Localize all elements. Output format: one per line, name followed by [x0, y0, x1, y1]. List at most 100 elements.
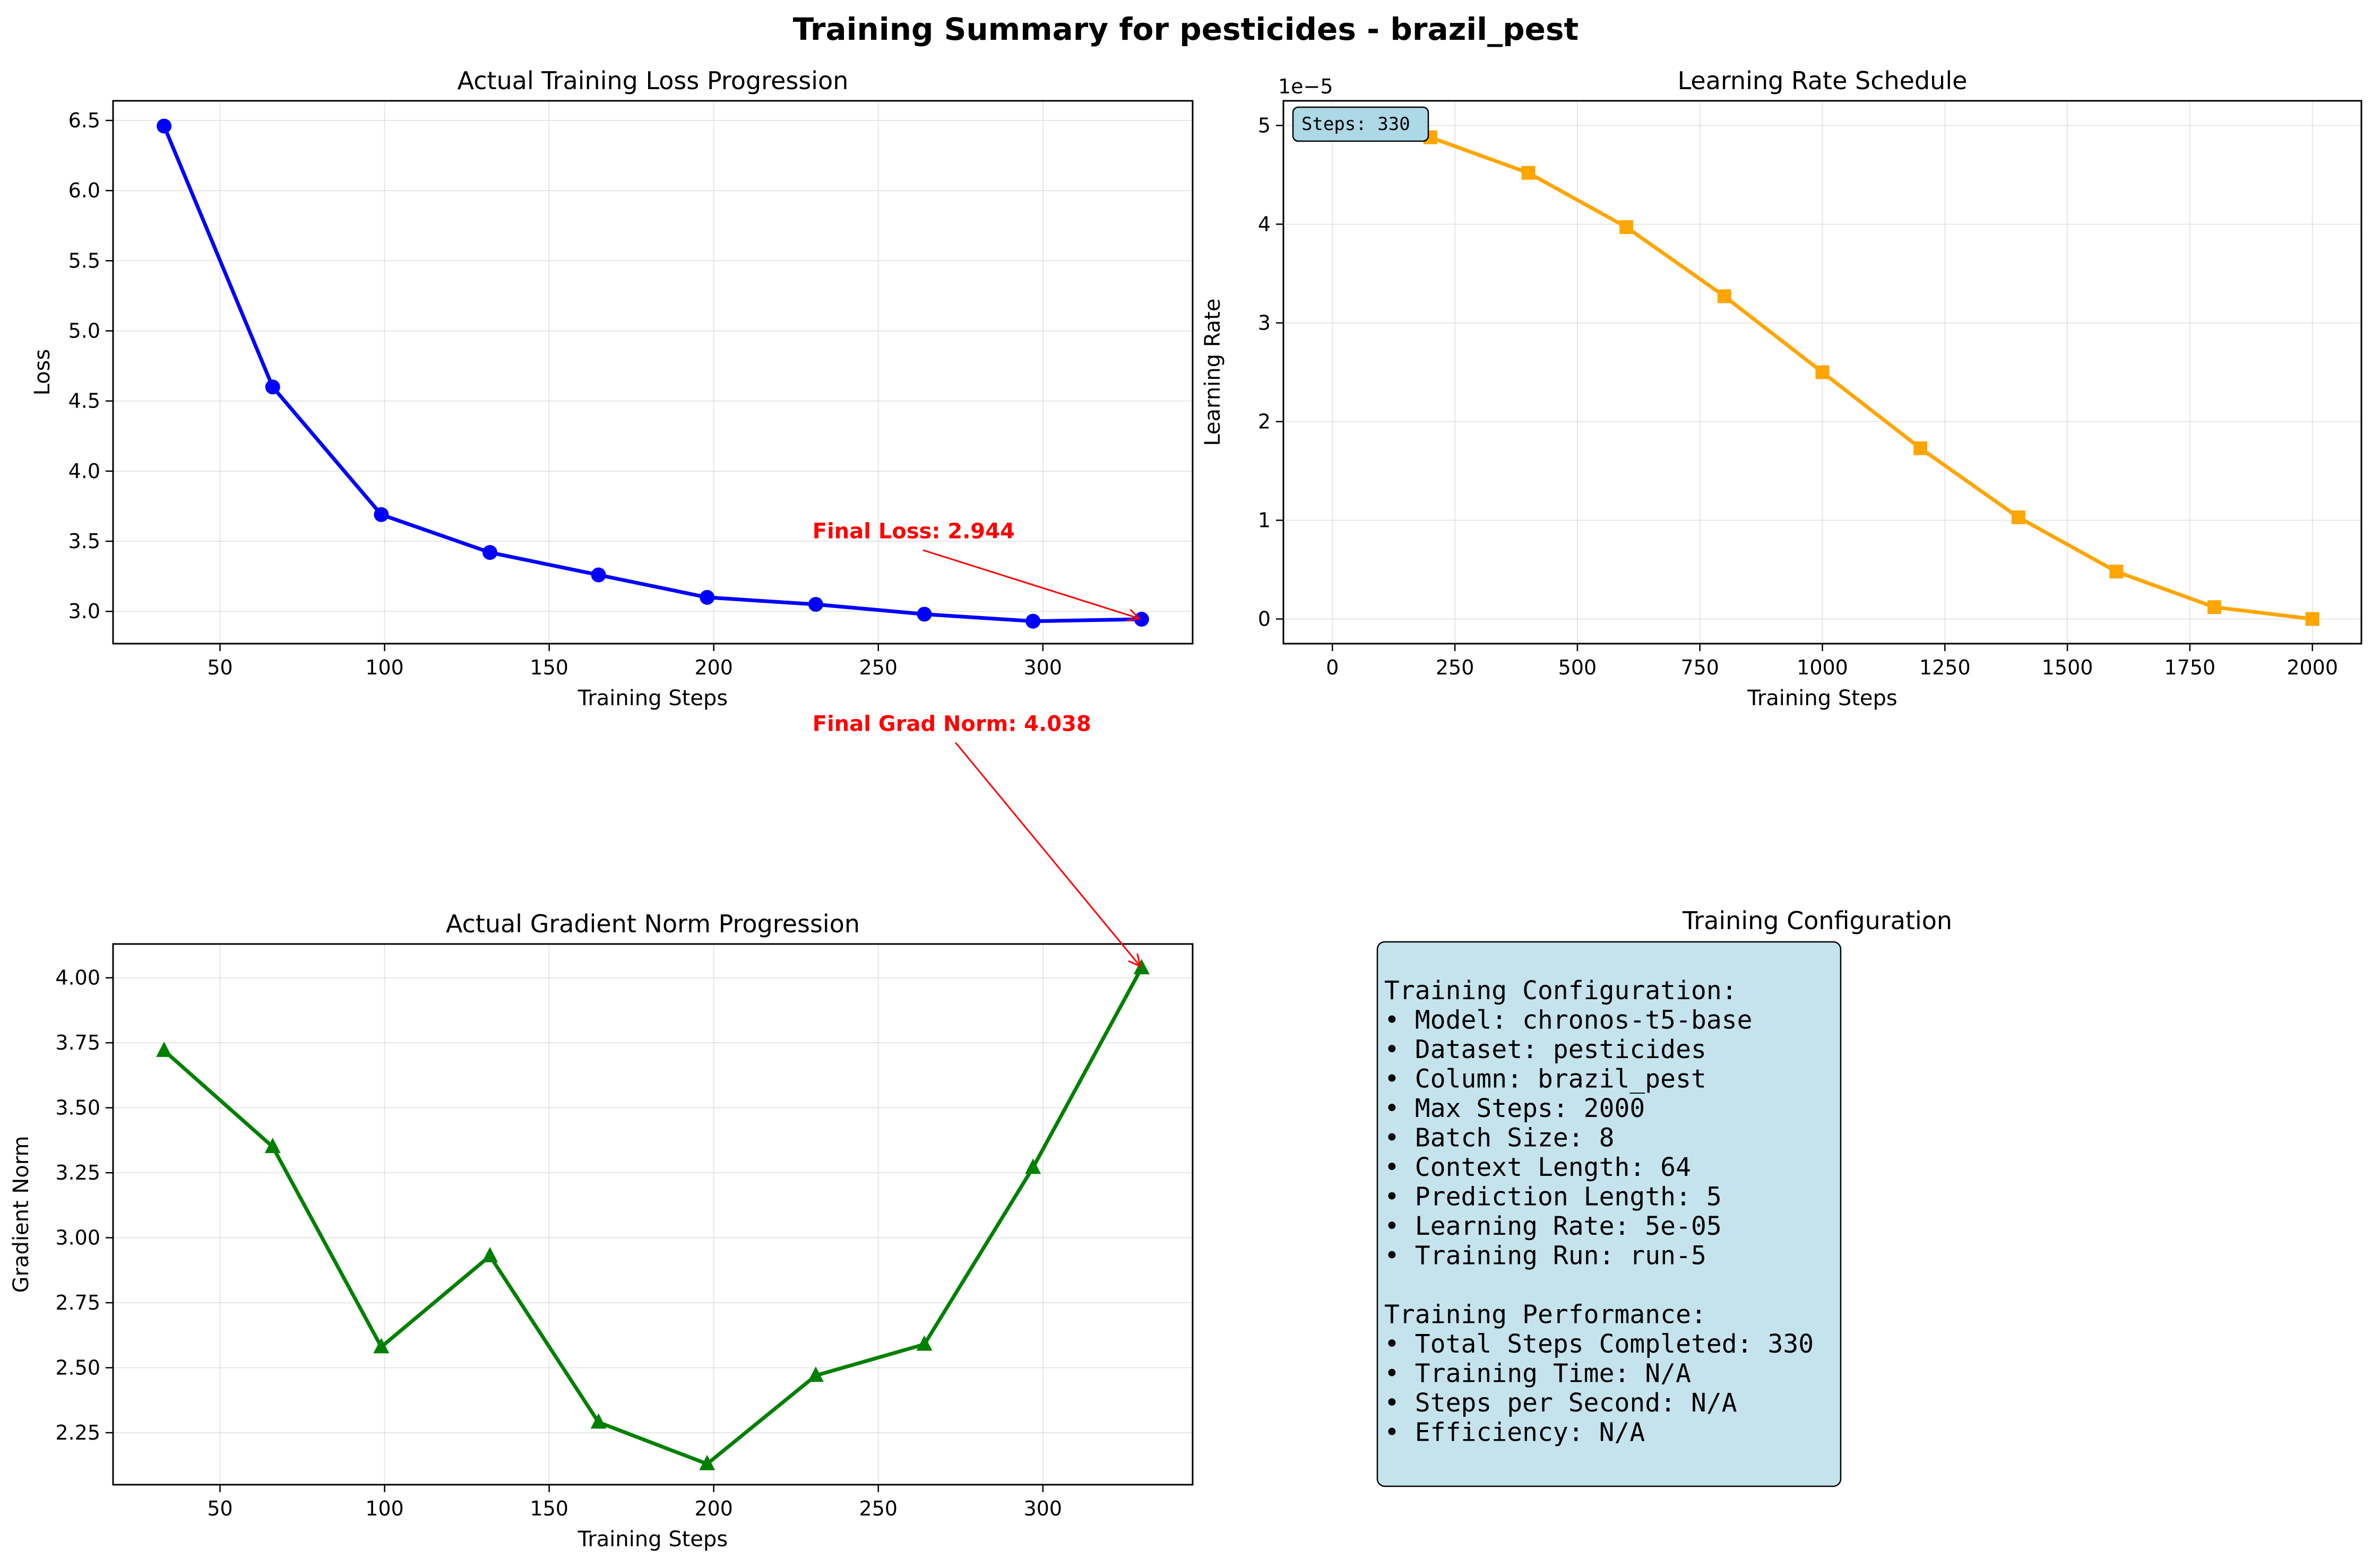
annotation-text: Final Loss: 2.944 [813, 519, 1015, 544]
annotation-text: Final Grad Norm: 4.038 [813, 712, 1091, 736]
x-tick-label: 300 [1024, 656, 1063, 679]
data-point [156, 1041, 172, 1057]
x-tick-label: 1000 [1797, 656, 1848, 679]
learning-rate-chart: 0 250 500 750 1000 1250 1500 1750 2000 0 1 2 3 4 5 Lear… [1201, 66, 2362, 711]
x-tick-label: 1500 [2042, 656, 2093, 679]
y-tick-label: 6.5 [68, 109, 100, 132]
data-point [700, 590, 715, 605]
chart-title: Actual Gradient Norm Progression [446, 909, 860, 938]
x-tick-label: 150 [530, 1497, 568, 1520]
data-point [482, 545, 498, 560]
x-tick-label: 100 [365, 1497, 404, 1520]
gradient-norm-chart: 50 100 150 200 250 300 2.25 2.50 2.75 3.00 3.25 3.5… [9, 712, 1194, 1552]
data-point [808, 596, 823, 612]
y-tick-label: 0 [1258, 608, 1271, 631]
loss-chart: 50 100 150 200 250 300 3.0 3.5 4.0 4.5 5.0 5.5 6.0 6.… [30, 66, 1194, 711]
y-tick-label: 5.0 [68, 319, 100, 343]
config-box [1376, 941, 1842, 1487]
y-axis-label: Gradient Norm [9, 1136, 33, 1293]
data-point [1815, 365, 1830, 379]
y-tick-label: 1 [1258, 509, 1271, 532]
x-tick-label: 200 [694, 656, 733, 679]
config-line: • Efficiency: N/A [1384, 1418, 1645, 1448]
x-tick-label: 2000 [2287, 656, 2338, 679]
x-tick-label: 1250 [1919, 656, 1971, 679]
y-tick-label: 4.00 [55, 966, 100, 990]
plot-frame [112, 100, 1194, 645]
y-tick-label: 2 [1258, 410, 1271, 434]
annotation-arrow-head [1126, 609, 1142, 622]
y-tick-label: 4.5 [68, 389, 100, 413]
x-tick-label: 1750 [2164, 656, 2216, 679]
data-point [157, 118, 172, 134]
data-point [373, 1338, 390, 1354]
steps-badge-box [1292, 106, 1429, 142]
x-tick-label: 150 [530, 656, 568, 679]
data-point [699, 1454, 715, 1470]
annotation-arrow-line [922, 549, 1139, 619]
data-point [2207, 600, 2222, 614]
data-point [917, 607, 932, 622]
y-tick-label: 3.25 [55, 1161, 100, 1184]
chart-title: Actual Training Loss Progression [458, 66, 849, 95]
data-point [482, 1246, 498, 1262]
config-line: • Batch Size: 8 [1384, 1123, 1614, 1153]
x-axis-label: Training Steps [577, 686, 728, 711]
data-point [1521, 166, 1536, 180]
annotation-arrow-head [1128, 953, 1142, 968]
data-point [590, 1413, 607, 1429]
chart-2-series-line [162, 967, 1143, 1466]
x-tick-label: 100 [365, 656, 404, 679]
data-point [916, 1335, 933, 1351]
y-tick-label: 2.50 [55, 1356, 100, 1380]
config-line: Training Performance: [1384, 1300, 1706, 1330]
x-tick-label: 250 [859, 656, 898, 679]
data-point [1025, 613, 1041, 629]
config-line: • Learning Rate: 5e-05 [1384, 1211, 1722, 1241]
chart-0-series-line [162, 125, 1142, 623]
x-tick-label: 50 [207, 656, 232, 679]
data-point [265, 379, 280, 395]
steps-badge-text: Steps: 330 [1301, 114, 1410, 135]
chart-title: Learning Rate Schedule [1678, 66, 1968, 95]
data-point [1025, 1158, 1041, 1174]
x-tick-label: 250 [859, 1497, 898, 1520]
data-point [2305, 612, 2319, 626]
x-tick-label: 750 [1680, 656, 1719, 679]
y-tick-label: 3.5 [68, 530, 100, 553]
plot-frame [112, 943, 1194, 1486]
figure-title: Training Summary for pesticides - brazil… [793, 11, 1579, 47]
y-tick-label: 2.75 [55, 1291, 100, 1314]
config-line: • Total Steps Completed: 330 [1384, 1329, 1814, 1359]
data-point [1134, 612, 1149, 627]
y-tick-label: 3.50 [55, 1096, 100, 1120]
y-tick-label: 3.0 [68, 600, 100, 623]
config-line: • Max Steps: 2000 [1384, 1094, 1645, 1123]
y-tick-label: 3.75 [55, 1031, 100, 1054]
x-tick-label: 200 [694, 1497, 733, 1520]
y-tick-label: 2.25 [55, 1421, 100, 1444]
config-line: • Training Run: run-5 [1384, 1241, 1706, 1271]
y-axis-label: Loss [30, 349, 55, 396]
config-line: • Training Time: N/A [1384, 1359, 1691, 1389]
x-tick-label: 50 [207, 1497, 232, 1520]
config-line: Training Configuration: [1384, 976, 1737, 1006]
config-line: • Column: brazil_pest [1384, 1064, 1706, 1094]
y-tick-label: 3 [1258, 311, 1271, 335]
y-tick-label: 5 [1258, 114, 1271, 137]
y-tick-label: 6.0 [68, 179, 100, 202]
y-axis-offset-label: 1e−5 [1278, 75, 1333, 98]
data-point [1133, 959, 1150, 975]
data-point [1717, 289, 1731, 304]
data-point [374, 507, 389, 522]
config-line: • Steps per Second: N/A [1384, 1388, 1737, 1418]
y-tick-label: 4 [1258, 213, 1271, 236]
x-axis-label: Training Steps [577, 1527, 728, 1552]
y-tick-label: 4.0 [68, 460, 100, 483]
config-panel-title: Training Configuration [1682, 906, 1952, 935]
data-point [1913, 441, 1928, 455]
data-point [2011, 510, 2025, 524]
config-line: • Context Length: 64 [1384, 1153, 1691, 1182]
config-line: • Prediction Length: 5 [1384, 1182, 1722, 1212]
